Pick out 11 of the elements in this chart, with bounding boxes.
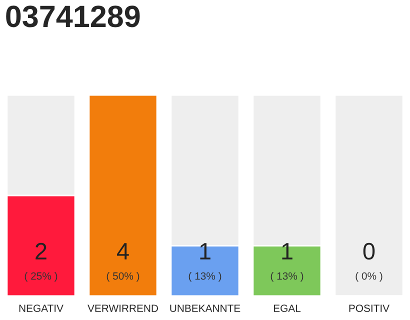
data-label: 0 ( 0% ): [356, 242, 382, 282]
data-label: 2 ( 25% ): [24, 242, 58, 282]
x-tick-label: POSITIV: [349, 304, 390, 312]
x-tick-label: UNBEKANNTE: [170, 304, 240, 312]
data-label: 4 ( 50% ): [106, 243, 140, 282]
chart-title: 03741289: [6, 6, 140, 28]
data-label: 1 ( 13% ): [270, 243, 304, 282]
x-tick-label: VERWIRREND: [88, 304, 158, 312]
x-tick-label: EGAL: [274, 304, 301, 312]
data-label: 1 ( 13% ): [188, 243, 222, 282]
x-tick-label: NEGATIV: [19, 304, 64, 312]
